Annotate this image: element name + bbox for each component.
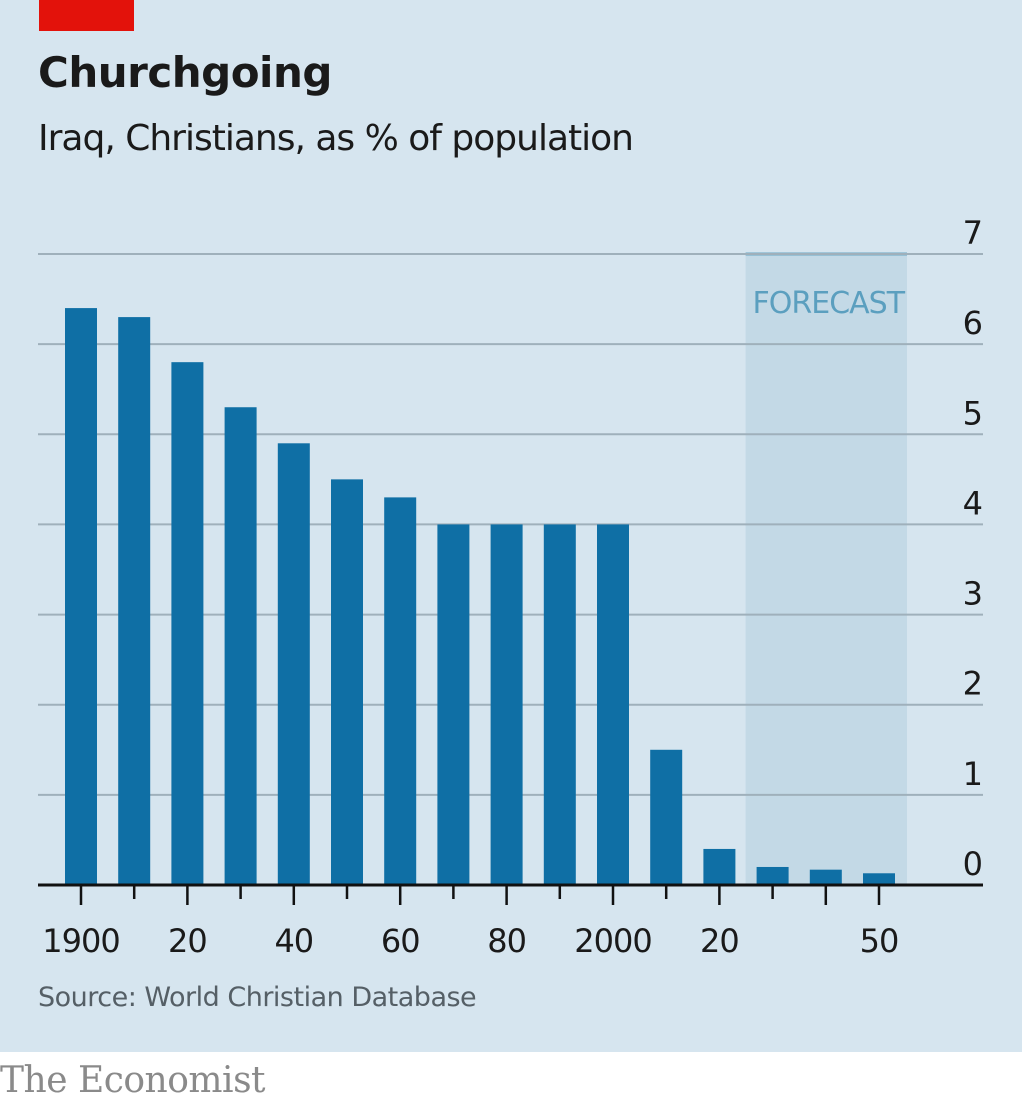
bar-1970 bbox=[437, 524, 470, 885]
x-axis bbox=[38, 883, 983, 905]
red-tag-logo bbox=[39, 0, 134, 31]
y-tick-label: 2 bbox=[963, 665, 983, 703]
chart-title: Churchgoing bbox=[38, 48, 332, 97]
x-tick-label: 20 bbox=[700, 922, 739, 960]
x-tick-label: 50 bbox=[860, 922, 899, 960]
forecast-shade bbox=[745, 254, 907, 885]
chart-subtitle: Iraq, Christians, as % of population bbox=[38, 118, 634, 159]
x-tick-label: 60 bbox=[381, 922, 420, 960]
y-tick-label: 0 bbox=[963, 845, 983, 883]
bar-2020 bbox=[703, 848, 736, 885]
y-tick-label: 7 bbox=[963, 214, 983, 252]
x-tick-label: 40 bbox=[274, 922, 313, 960]
bar-chart: FORECAST 0 1 2 3 4 5 6 7 1900 20 40 60 80 2000 20 50 bbox=[38, 214, 983, 960]
x-axis-labels: 1900 20 40 60 80 2000 20 50 bbox=[42, 922, 899, 960]
forecast-region: FORECAST bbox=[745, 252, 907, 885]
bar-1990 bbox=[543, 524, 576, 885]
bar-1910 bbox=[118, 317, 151, 886]
x-tick-label: 2000 bbox=[574, 922, 651, 960]
y-tick-label: 4 bbox=[963, 484, 983, 522]
x-tick-label: 80 bbox=[487, 922, 526, 960]
bar-1980 bbox=[490, 524, 523, 885]
y-tick-label: 1 bbox=[963, 755, 983, 793]
forecast-label: FORECAST bbox=[753, 286, 906, 321]
x-tick-label: 1900 bbox=[42, 922, 119, 960]
bar-2040 bbox=[809, 869, 842, 885]
bar-1940 bbox=[277, 443, 310, 885]
y-tick-label: 3 bbox=[963, 575, 983, 613]
y-tick-label: 5 bbox=[963, 394, 983, 432]
bar-2030 bbox=[756, 866, 789, 885]
bar-2000 bbox=[597, 524, 629, 885]
bar-2050 bbox=[863, 873, 895, 885]
bar-1900 bbox=[65, 308, 97, 886]
bar-1920 bbox=[171, 362, 204, 886]
y-tick-label: 6 bbox=[963, 304, 983, 342]
source-note: Source: World Christian Database bbox=[38, 982, 477, 1013]
bar-2010 bbox=[650, 749, 683, 885]
x-tick-label: 20 bbox=[168, 922, 207, 960]
bar-1950 bbox=[331, 479, 363, 885]
bars bbox=[65, 308, 895, 886]
bar-1960 bbox=[384, 497, 417, 885]
y-axis-labels: 0 1 2 3 4 5 6 7 bbox=[963, 214, 983, 883]
bar-1930 bbox=[224, 407, 257, 885]
brand-wordmark: The Economist bbox=[0, 1060, 266, 1101]
